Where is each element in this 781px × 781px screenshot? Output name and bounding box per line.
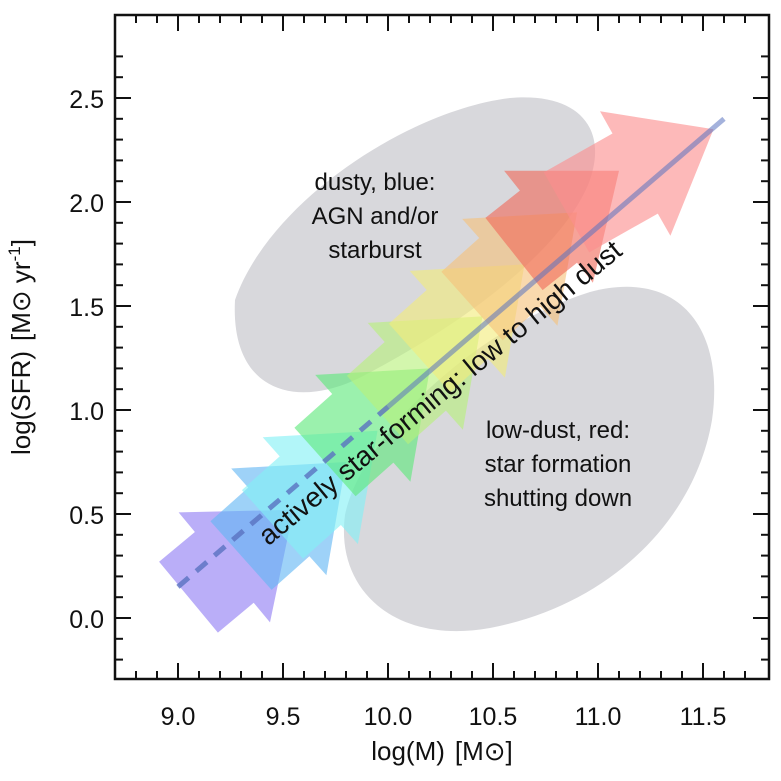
- y-axis-label-unit: [M⊙ yr: [6, 261, 36, 341]
- y-tick-label: 2.5: [69, 86, 104, 114]
- y-tick-label: 1.5: [69, 294, 104, 322]
- region-low-dust-red-line-1: low-dust, red:: [486, 417, 630, 444]
- x-tick-label: 10.5: [469, 703, 518, 731]
- y-axis-label-exp: -1: [5, 246, 24, 261]
- trend-line-layer: [176, 116, 726, 589]
- tick-marks: [115, 15, 769, 679]
- x-tick-label: 11.0: [575, 703, 622, 731]
- arrow-8: [543, 111, 714, 253]
- region-dusty-blue-line-3: starburst: [328, 237, 422, 264]
- x-axis-label-main: log(M): [371, 736, 445, 766]
- y-tick-label: 1.0: [69, 398, 104, 426]
- x-tick-label: 11.5: [680, 703, 727, 731]
- x-tick-label: 10.0: [364, 703, 413, 731]
- y-tick-label: 0.5: [69, 502, 104, 530]
- region-low-dust-red: [343, 286, 715, 632]
- y-axis-label: log(SFR) [M⊙ yr-1]: [5, 239, 36, 455]
- region-low-dust-red-line-2: star formation: [485, 451, 632, 478]
- y-axis-label-close: ]: [6, 239, 36, 246]
- y-tick-label: 0.0: [69, 606, 104, 634]
- y-axis-label-main: log(SFR): [6, 351, 36, 455]
- x-tick-label: 9.0: [161, 703, 196, 731]
- x-tick-labels: 9.0 9.5 10.0 10.5 11.0 11.5: [161, 703, 727, 731]
- region-dusty-blue-line-1: dusty, blue:: [315, 169, 436, 196]
- region-low-dust-red-line-3: shutting down: [484, 485, 632, 512]
- x-tick-label: 9.5: [266, 703, 301, 731]
- x-axis-label: log(M) [M⊙]: [371, 736, 513, 766]
- trend-line-solid: [386, 116, 726, 409]
- y-tick-labels: 0.0 0.5 1.0 1.5 2.0 2.5: [69, 86, 104, 634]
- y-tick-label: 2.0: [69, 190, 104, 218]
- region-dusty-blue-line-2: AGN and/or: [312, 203, 439, 230]
- x-axis-label-unit: [M⊙]: [455, 736, 513, 766]
